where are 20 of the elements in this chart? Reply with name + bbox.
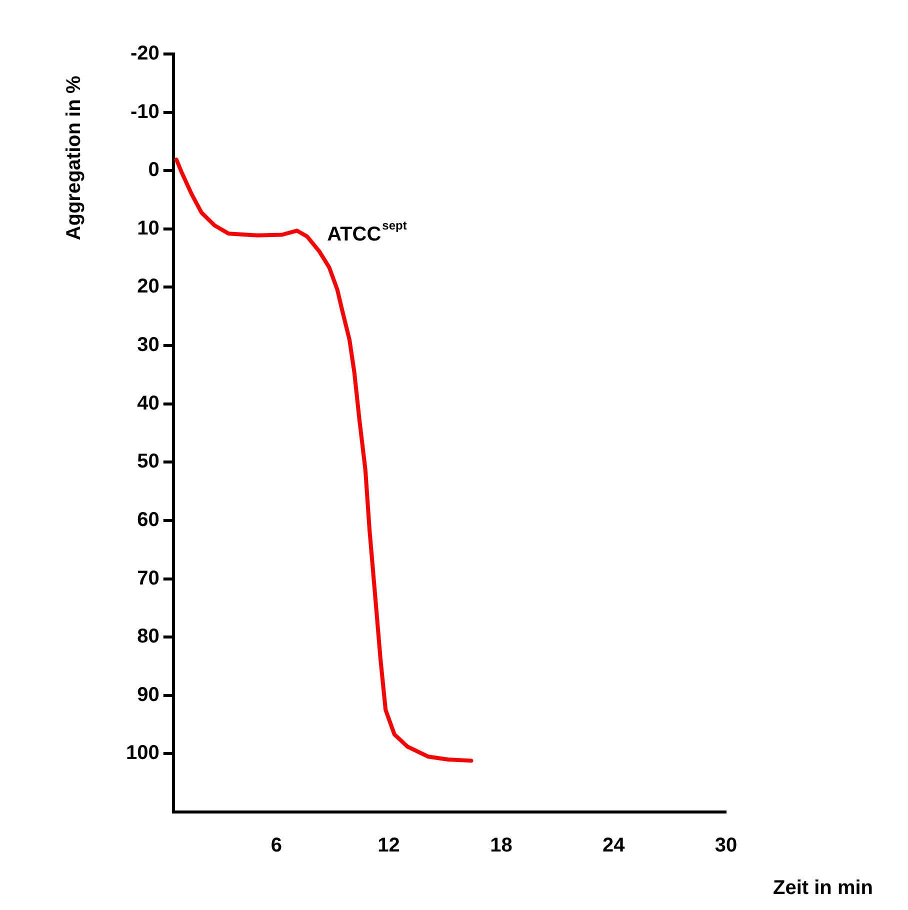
y-tick-label: 20 — [137, 276, 160, 298]
y-axis-title: Aggregation in % — [63, 76, 85, 240]
y-tick-label: -10 — [130, 100, 160, 123]
x-tick-label: 12 — [378, 834, 400, 857]
x-tick-label: 18 — [490, 834, 512, 857]
y-tick-label: 100 — [126, 742, 160, 764]
y-tick-label: 30 — [137, 334, 160, 356]
y-tick-label: 0 — [148, 159, 160, 182]
y-tick-label: 80 — [137, 626, 160, 648]
x-axis-title: Zeit in min — [773, 877, 873, 899]
y-tick-label: 60 — [137, 508, 160, 531]
y-tick-label: -20 — [130, 42, 160, 65]
y-tick-label: 40 — [137, 392, 160, 414]
y-tick-label: 70 — [137, 567, 160, 590]
y-tick-label: 10 — [137, 217, 160, 240]
x-tick-label: 6 — [270, 834, 282, 857]
x-tick-label: 24 — [602, 834, 626, 857]
x-tick-label: 30 — [714, 834, 738, 857]
y-tick-label: 50 — [137, 450, 160, 473]
y-tick-label: 90 — [137, 684, 160, 706]
